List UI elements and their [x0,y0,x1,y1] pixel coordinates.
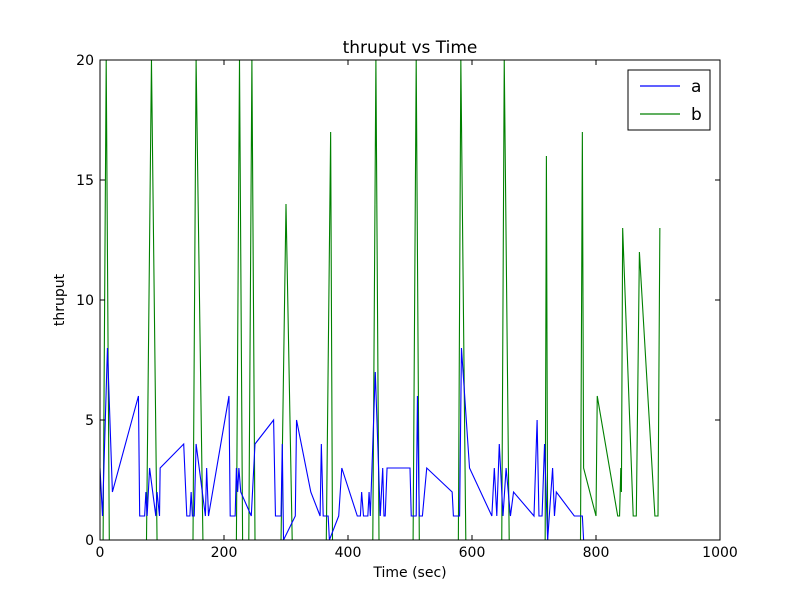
series-line-b [100,60,661,540]
y-tick-label: 0 [85,533,94,549]
legend: a b [627,69,711,131]
legend-box [627,69,711,131]
x-tick-label: 200 [211,545,238,561]
x-tick-label: 0 [96,545,105,561]
legend-label-a: a [691,77,701,97]
x-tick-label: 1000 [702,545,738,561]
x-axis-label: Time (sec) [372,565,446,581]
plot-area [100,60,720,540]
series-layer [100,60,661,540]
y-tick-label: 15 [76,173,94,189]
series-line-a [100,347,658,540]
y-tick-label: 10 [76,293,94,309]
x-tick-label: 800 [583,545,610,561]
y-axis-label: thruput [52,273,68,326]
y-tick-label: 5 [85,413,94,429]
axis-ticks: 0 200 400 600 800 1000 0 5 10 15 20 [76,53,738,561]
legend-label-b: b [691,105,702,125]
chart-title: thruput vs Time [343,38,478,58]
x-tick-label: 600 [459,545,486,561]
y-tick-label: 20 [76,53,94,69]
x-tick-label: 400 [335,545,362,561]
